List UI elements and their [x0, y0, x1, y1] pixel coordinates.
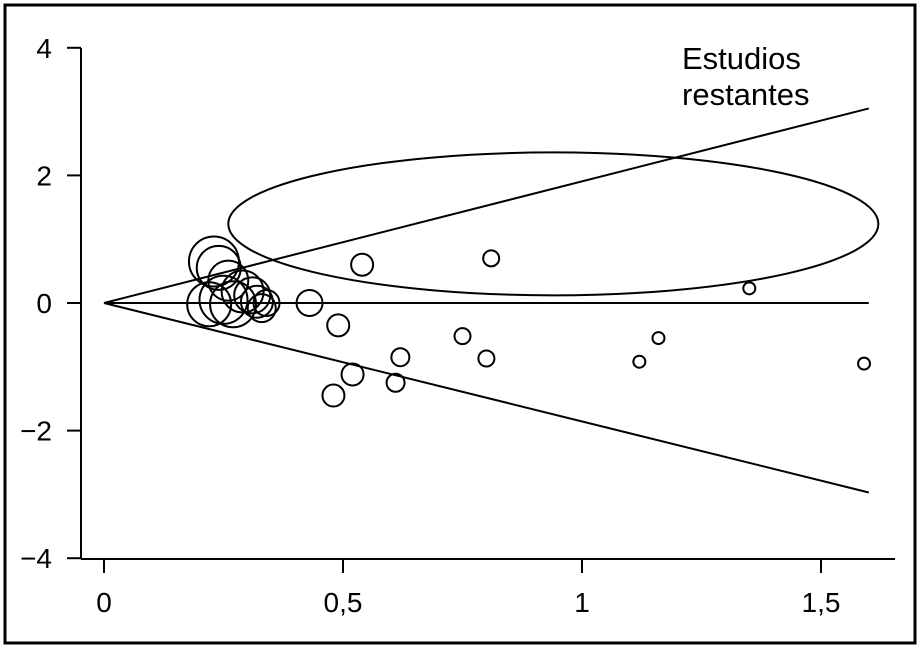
x-tick-label: 0,5 [324, 587, 363, 618]
study-point [198, 274, 249, 325]
highlight-ellipse-layer [227, 151, 880, 297]
y-tick-label: 0 [36, 288, 52, 319]
x-ticks: 0 0,5 1 1,5 [96, 559, 840, 618]
study-point [742, 281, 757, 296]
study-point [385, 372, 406, 393]
study-point [233, 276, 272, 315]
study-point [326, 313, 351, 338]
y-ticks: 4 2 0 −2 −4 [20, 33, 81, 574]
study-point [857, 356, 872, 371]
lower-funnel-line [103, 302, 870, 494]
study-point [390, 347, 411, 368]
study-point [220, 269, 265, 314]
y-tick-label: −4 [20, 543, 52, 574]
x-tick-label: 0 [96, 587, 112, 618]
study-point [350, 252, 375, 277]
chart-frame [3, 3, 917, 645]
x-tick-label: 1 [574, 587, 590, 618]
study-point [632, 354, 647, 369]
x-tick-label: 1,5 [802, 587, 841, 618]
study-point [482, 249, 501, 268]
y-tick-label: 2 [36, 160, 52, 191]
study-point [209, 280, 258, 329]
annotation-line-1: Estudios [682, 41, 801, 76]
study-point [477, 349, 496, 368]
study-point [651, 331, 666, 346]
upper-funnel-line [103, 107, 870, 304]
study-point [195, 244, 242, 291]
y-tick-label: 4 [36, 33, 52, 64]
annotation-line-2: restantes [682, 77, 810, 112]
study-point [186, 281, 233, 328]
study-point [252, 289, 281, 317]
study-point [340, 362, 365, 387]
y-tick-label: −2 [20, 416, 52, 447]
study-point [246, 293, 277, 324]
study-point [453, 327, 472, 346]
study-points [186, 235, 872, 408]
study-point [321, 383, 346, 408]
study-point [239, 284, 274, 319]
highlight-ellipse [227, 151, 880, 297]
study-point [295, 289, 324, 317]
